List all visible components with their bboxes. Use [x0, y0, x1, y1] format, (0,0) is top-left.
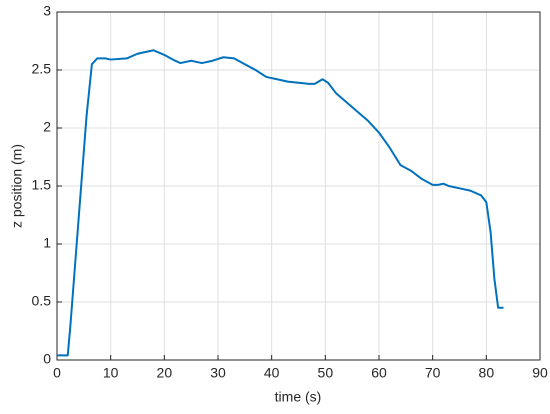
- plot-frame: [56, 11, 541, 361]
- x-tick-label: 80: [479, 365, 495, 381]
- y-tick-label: 0.5: [32, 293, 52, 309]
- x-tick-label: 50: [318, 365, 334, 381]
- x-tick-label: 60: [371, 365, 387, 381]
- data-line: [57, 49, 504, 357]
- x-axis-label: time (s): [275, 389, 322, 405]
- y-tick-label: 2.5: [32, 61, 52, 77]
- x-tick-label: 20: [157, 365, 173, 381]
- y-tick-label: 1: [43, 235, 51, 251]
- x-tick-label: 0: [53, 365, 61, 381]
- y-axis-label: z position (m): [9, 144, 25, 228]
- y-tick-label: 0: [43, 351, 51, 367]
- y-tick-label: 1.5: [32, 177, 52, 193]
- y-tick-label: 3: [43, 3, 51, 19]
- y-tick-label: 2: [43, 119, 51, 135]
- x-tick-label: 90: [532, 365, 548, 381]
- x-tick-label: 10: [103, 365, 119, 381]
- x-tick-label: 70: [425, 365, 441, 381]
- x-tick-label: 30: [210, 365, 226, 381]
- x-tick-label: 40: [264, 365, 280, 381]
